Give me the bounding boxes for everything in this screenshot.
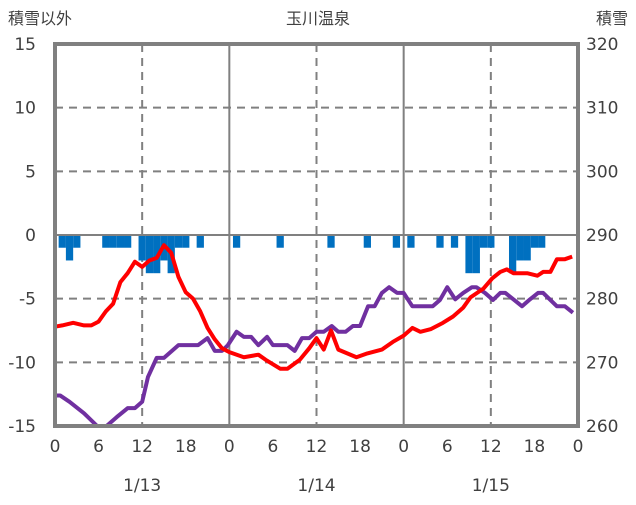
snowfall-bar bbox=[530, 236, 539, 248]
x-tick-label: 6 bbox=[268, 437, 279, 457]
snowfall-bar bbox=[538, 236, 546, 248]
snowfall-bar bbox=[392, 236, 401, 248]
right-axis-label: 積雪 bbox=[596, 9, 628, 28]
date-label: 1/15 bbox=[472, 476, 510, 496]
snowfall-bar bbox=[479, 236, 488, 248]
x-tick-label: 18 bbox=[175, 437, 197, 457]
right-tick-label: 290 bbox=[586, 226, 618, 246]
date-label: 1/13 bbox=[123, 476, 161, 496]
snow-depth-line bbox=[55, 285, 575, 428]
x-tick-label: 6 bbox=[442, 437, 453, 457]
left-y-ticks: 15 10 5 0 -5 -10 -15 bbox=[8, 35, 36, 437]
right-tick-label: 300 bbox=[586, 162, 618, 182]
left-tick-label: 15 bbox=[14, 35, 36, 55]
date-labels: 1/13 1/14 1/15 bbox=[123, 476, 510, 496]
temperature-line bbox=[54, 243, 573, 371]
left-tick-label: 0 bbox=[25, 226, 36, 246]
plot-frame bbox=[53, 42, 580, 428]
snowfall-bar bbox=[465, 236, 473, 274]
snowfall-bar bbox=[174, 236, 183, 248]
snowfall-bar bbox=[58, 236, 66, 248]
snowfall-bar bbox=[145, 236, 154, 274]
x-tick-label: 12 bbox=[131, 437, 153, 457]
snowfall-bar bbox=[73, 236, 81, 248]
left-tick-label: -15 bbox=[8, 417, 36, 437]
right-tick-label: 260 bbox=[586, 417, 618, 437]
x-tick-label: 18 bbox=[349, 437, 371, 457]
snowfall-bar bbox=[138, 236, 146, 261]
x-ticks: 0 6 12 18 0 6 12 18 0 6 12 18 0 bbox=[50, 437, 584, 457]
right-tick-label: 270 bbox=[586, 353, 618, 373]
x-tick-label: 0 bbox=[398, 437, 409, 457]
left-tick-label: 5 bbox=[25, 162, 36, 182]
snowfall-bar bbox=[196, 236, 204, 248]
snowfall-bar bbox=[472, 236, 480, 274]
snowfall-bar bbox=[124, 236, 132, 248]
left-tick-label: -5 bbox=[19, 290, 36, 310]
x-tick-label: 6 bbox=[93, 437, 104, 457]
snowfall-bar bbox=[116, 236, 125, 248]
snowfall-bar bbox=[523, 236, 531, 261]
gridlines bbox=[55, 44, 578, 426]
x-tick-label: 0 bbox=[573, 437, 584, 457]
chart-title: 玉川温泉 bbox=[286, 9, 350, 28]
snowfall-bar bbox=[450, 236, 459, 248]
snowfall-bar bbox=[407, 236, 415, 248]
snowfall-bar bbox=[327, 236, 335, 248]
right-y-ticks: 320 310 300 290 280 270 260 bbox=[586, 35, 618, 437]
snowfall-bar bbox=[65, 236, 74, 261]
x-tick-label: 12 bbox=[480, 437, 502, 457]
snowfall-bar bbox=[516, 236, 524, 261]
left-tick-label: 10 bbox=[14, 99, 36, 119]
date-label: 1/14 bbox=[297, 476, 335, 496]
snowfall-bar bbox=[436, 236, 444, 248]
left-tick-label: -10 bbox=[8, 353, 36, 373]
snowfall-bar bbox=[508, 236, 517, 274]
snowfall-bar bbox=[102, 236, 110, 248]
snowfall-bar bbox=[363, 236, 371, 248]
right-tick-label: 310 bbox=[586, 99, 618, 119]
snowfall-bar bbox=[276, 236, 284, 248]
x-tick-label: 12 bbox=[306, 437, 328, 457]
right-tick-label: 280 bbox=[586, 290, 618, 310]
snowfall-bar bbox=[232, 236, 241, 248]
left-axis-label: 積雪以外 bbox=[8, 9, 72, 28]
snowfall-bar bbox=[182, 236, 190, 248]
snowfall-bar bbox=[487, 236, 495, 248]
x-tick-label: 0 bbox=[224, 437, 235, 457]
x-tick-label: 18 bbox=[524, 437, 546, 457]
right-tick-label: 320 bbox=[586, 35, 618, 55]
snowfall-bar bbox=[109, 236, 117, 248]
series-lines bbox=[54, 243, 575, 428]
x-tick-label: 0 bbox=[50, 437, 61, 457]
